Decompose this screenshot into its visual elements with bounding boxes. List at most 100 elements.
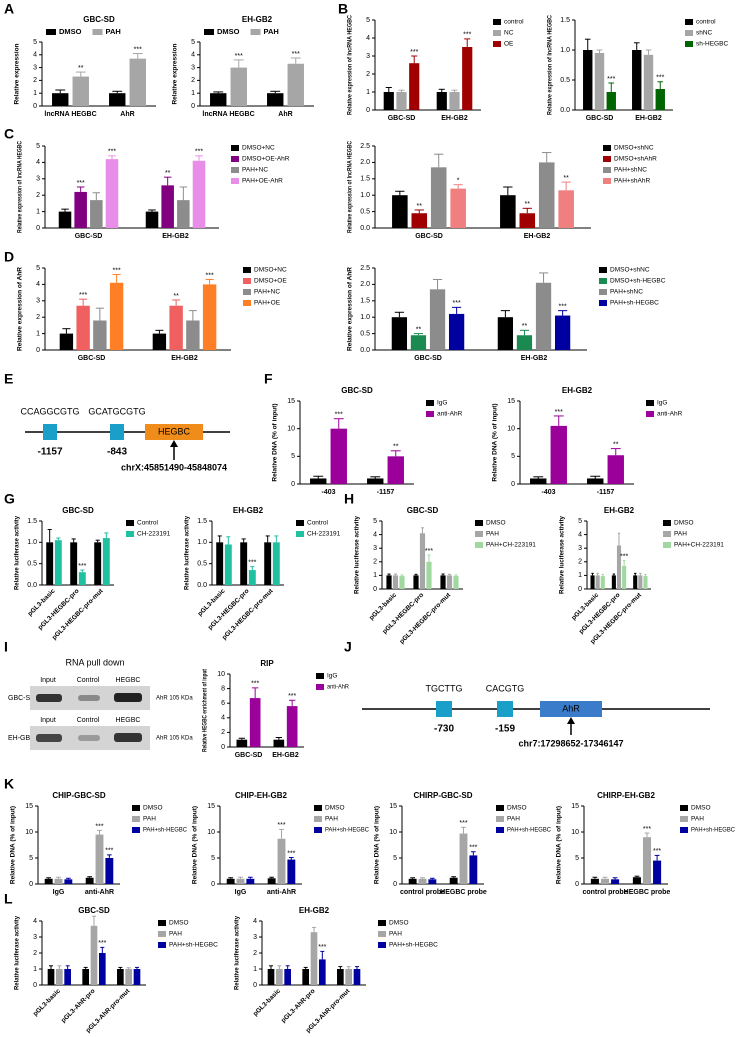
legend-label: DMSO+OE-AhR — [242, 156, 290, 163]
y-tick-label: 0 — [36, 347, 40, 354]
site-position: -159 — [495, 724, 515, 735]
cell-label: GBC-SD — [8, 695, 35, 702]
site-sequence: CACGTG — [486, 683, 525, 693]
legend-swatch — [493, 41, 501, 47]
bar — [318, 959, 326, 985]
bar — [387, 456, 404, 484]
bar — [436, 92, 447, 110]
significance: *** — [78, 563, 86, 570]
legend-label: PAH — [674, 531, 687, 538]
locus: chr7:17298652-17346147 — [518, 738, 623, 748]
panel-label: F — [264, 371, 273, 387]
legend-swatch — [378, 942, 386, 948]
panel-label: G — [4, 491, 15, 507]
significance: ** — [165, 170, 171, 177]
bar — [391, 317, 408, 350]
x-tick-label: EH-GB2 — [524, 233, 551, 240]
bar — [117, 969, 124, 985]
y-tick-label: 5 — [36, 265, 40, 272]
y-tick-label: 2 — [366, 71, 370, 78]
legend-swatch — [158, 931, 166, 937]
y-axis-title: Relative expression — [14, 43, 21, 104]
binding-site — [436, 701, 452, 717]
bar — [152, 333, 167, 350]
bar — [177, 200, 190, 228]
chart-title: EH-GB2 — [562, 386, 593, 395]
legend-swatch — [314, 816, 322, 822]
panel-label: A — [4, 1, 14, 17]
legend-label: PAH+shNC — [610, 289, 643, 296]
y-tick-label: 0.0 — [360, 347, 370, 354]
x-tick-label: GBC-SD — [388, 115, 416, 122]
legend-label: IgG — [657, 400, 667, 407]
band-label: AhR 105 KDa — [156, 736, 193, 742]
significance: ** — [522, 323, 528, 330]
y-tick-label: 2 — [33, 950, 37, 957]
legend-swatch — [496, 816, 504, 822]
bar — [516, 335, 533, 350]
chart-title: RIP — [260, 659, 274, 668]
cell-label: EH-GB2 — [8, 735, 34, 742]
bar — [267, 969, 275, 985]
y-tick-label: 10 — [389, 829, 397, 836]
legend-swatch — [132, 805, 140, 811]
y-tick-label: 0 — [575, 881, 579, 888]
bar-chart: CHIRP-GBC-SD Relative DNA (% of input) 0 5 1… — [374, 791, 552, 896]
y-tick-label: 0 — [221, 744, 225, 751]
legend-label: PAH — [325, 816, 338, 823]
bar — [353, 969, 361, 985]
bar — [386, 575, 392, 589]
panel-label: J — [344, 639, 352, 655]
bar — [410, 335, 427, 350]
bar — [558, 190, 574, 228]
legend-swatch — [663, 520, 671, 526]
x-tick-label: -1157 — [597, 489, 615, 496]
y-tick-label: 5 — [29, 855, 33, 862]
y-tick-label: 5 — [393, 855, 397, 862]
y-tick-label: 1.5 — [360, 176, 370, 183]
x-tick-label: GBC-SD — [586, 115, 614, 122]
bar — [469, 855, 478, 884]
y-axis-title: Relative DNA (% of input) — [374, 806, 381, 884]
bar — [367, 478, 384, 484]
significance: *** — [656, 75, 664, 82]
bar — [611, 879, 620, 884]
y-tick-label: 0.0 — [360, 225, 370, 232]
bar — [590, 878, 599, 884]
bar-chart: Relative expression of lncRNA HEGBC 0 1 2 3 4… — [17, 141, 290, 240]
bar — [449, 877, 458, 884]
significance: ** — [563, 175, 569, 182]
bar — [236, 878, 245, 884]
x-tick-label: pGL3-HEGBC-pro — [37, 588, 81, 632]
bar — [550, 425, 567, 484]
legend-label: PAH+shAhR — [614, 178, 650, 185]
tss-arrowhead — [170, 440, 178, 447]
bar — [409, 63, 420, 110]
bar — [276, 969, 283, 985]
x-tick-label: pGL3-AhR-pro — [280, 988, 317, 1025]
lane-label: Input — [40, 677, 56, 684]
bar — [54, 540, 62, 585]
bar — [459, 833, 468, 884]
x-tick-label: EH-GB2 — [272, 752, 299, 759]
y-tick-label: 1.0 — [360, 314, 370, 321]
y-tick-label: 0 — [578, 586, 582, 593]
x-tick-label: lncRNA HEGBC — [202, 111, 254, 118]
significance: *** — [195, 149, 203, 156]
x-tick-label: EH-GB2 — [521, 355, 548, 362]
y-axis-title: Relative expression of AhR — [347, 267, 354, 351]
legend-swatch — [680, 827, 688, 833]
bar — [94, 542, 102, 585]
bar — [93, 320, 107, 350]
bar — [426, 561, 432, 589]
bar-chart: RIP Relative HEGBC enrichment of input 0 2 4… — [202, 659, 350, 759]
chart-title: GBC-SD — [78, 906, 110, 915]
bar — [310, 932, 318, 985]
y-tick-label: 1.0 — [560, 47, 570, 54]
y-tick-label: 2 — [36, 314, 40, 321]
bar — [277, 838, 286, 884]
legend-swatch — [685, 19, 693, 25]
locus: chrX:45851490-45848074 — [121, 462, 227, 472]
y-tick-label: 5 — [33, 39, 37, 46]
bar-chart: Relative expression of lncRNA HEGBC 0.0 0.… — [347, 141, 657, 240]
